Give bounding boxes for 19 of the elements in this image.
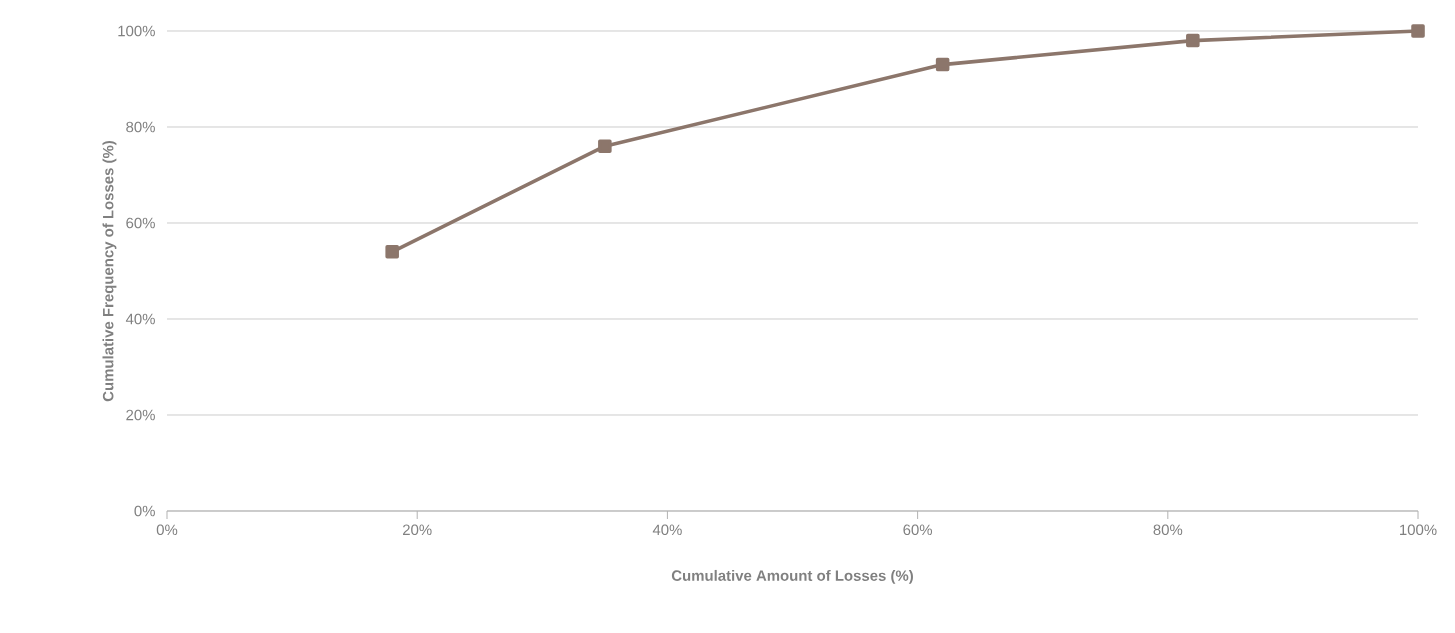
x-tick-label: 20% [403, 524, 432, 536]
y-tick-label: 0% [134, 505, 155, 517]
y-axis-title: Cumulative Frequency of Losses (%) [102, 140, 117, 402]
x-tick-label: 80% [1153, 524, 1183, 536]
y-tick-label: 40% [125, 313, 155, 325]
y-tick-label: 20% [126, 409, 155, 421]
point [1186, 33, 1200, 48]
x-tick-label: 100% [1400, 524, 1437, 536]
x-tick-label: 0% [156, 524, 178, 536]
point [935, 57, 950, 72]
point [1411, 24, 1425, 38]
x-tick-label: 40% [652, 524, 682, 536]
x-tick-label: 60% [903, 524, 933, 536]
y-tick-label: 80% [126, 121, 155, 133]
y-tick-label: 60% [126, 217, 155, 229]
point [385, 245, 399, 259]
x-axis-title: Cumulative Amount of Losses (%) [671, 569, 913, 584]
y-tick-label: 100% [118, 25, 155, 37]
point [598, 139, 612, 153]
